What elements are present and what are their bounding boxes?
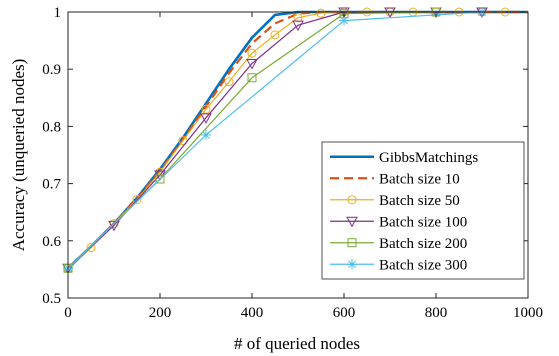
legend-marker [347,195,357,205]
series-4-point [292,20,304,32]
series-3-point [293,13,303,23]
legend-item: Batch size 100 [330,214,467,230]
x-tick-label: 400 [241,305,264,321]
series-3-point [316,8,326,18]
x-axis-label: # of queried nodes [234,334,360,353]
series-3-point [201,104,211,114]
series-5-point [155,174,165,184]
x-tick-label: 200 [149,305,172,321]
series-3-point [132,195,142,205]
series-4-point [200,113,212,124]
y-tick-label: 1 [54,5,62,21]
legend-marker [347,259,357,270]
legend: GibbsMatchings Batch size 10 Batch size 50… [321,141,525,280]
series-6-point [201,129,211,140]
series-3-point [86,243,96,253]
axes-frame [67,11,529,299]
legend-label: Batch size 10 [379,171,460,187]
legend-label: Batch size 50 [379,193,460,209]
legend-label: Batch size 100 [379,214,467,230]
y-axis-label: Accuracy (unqueried nodes) [9,59,28,252]
legend-label: Batch size 200 [379,236,467,252]
series-6-point [339,15,349,26]
series-5-point [247,73,257,83]
legend-item: Batch size 300 [330,257,467,273]
y-tick-label: 0.9 [42,62,61,78]
legend-item: Batch size 10 [330,171,460,187]
y-tick-label: 0.6 [42,234,61,250]
x-tick-label: 1000 [513,305,543,321]
legend-box [321,141,525,280]
legend-label: GibbsMatchings [379,150,478,166]
x-tick-label: 0 [64,305,72,321]
legend-item: Batch size 200 [330,236,467,252]
series-3-point [224,77,234,87]
x-tick-label: 600 [333,305,356,321]
legend-item: GibbsMatchings [330,150,478,166]
y-tick-label: 0.8 [42,119,61,135]
legend-label: Batch size 300 [379,257,467,273]
y-tick-label: 0.5 [42,291,61,307]
legend-marker [346,216,358,228]
series-4-point [246,58,258,70]
series-6-line [67,11,483,269]
legend-item: Batch size 50 [330,193,460,209]
axes-layer: 0 200 400 600 800 1000 0.5 0.6 0.7 0.8 0.9 1 [42,5,543,321]
y-tick-label: 0.7 [42,177,61,193]
x-tick-label: 800 [425,305,448,321]
series-3-point [270,30,280,40]
series-3-point [247,48,257,58]
legend-marker [347,238,357,248]
